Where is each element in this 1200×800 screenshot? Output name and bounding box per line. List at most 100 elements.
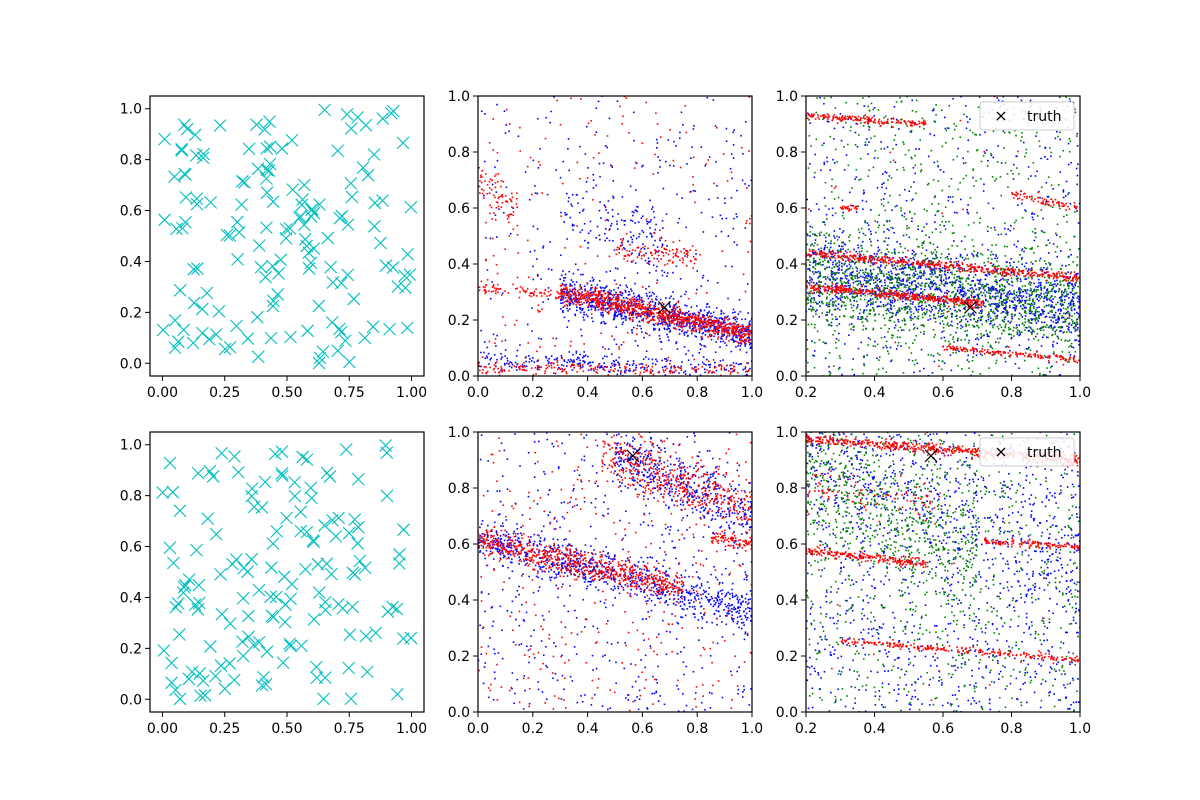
sample-point xyxy=(685,264,688,267)
sample-point xyxy=(720,230,723,233)
sample-point xyxy=(491,183,494,186)
cross-marker xyxy=(212,304,226,318)
sample-point xyxy=(616,314,619,317)
sample-point xyxy=(496,151,499,154)
sample-point xyxy=(732,322,735,325)
sample-point xyxy=(690,332,693,335)
sample-point xyxy=(672,298,675,300)
sample-point xyxy=(1004,316,1007,318)
sample-point xyxy=(497,197,500,200)
sample-point xyxy=(960,240,963,243)
sample-point xyxy=(683,334,686,336)
sample-point xyxy=(621,244,624,247)
sample-point xyxy=(488,141,491,144)
sample-point xyxy=(665,297,667,299)
sample-point xyxy=(707,321,710,324)
sample-point xyxy=(673,304,676,306)
sample-point xyxy=(552,372,555,374)
sample-point xyxy=(598,234,601,237)
sample-point xyxy=(916,327,919,330)
sample-point xyxy=(655,223,657,226)
cross-marker xyxy=(368,196,382,210)
sample-point xyxy=(928,236,931,239)
sample-point xyxy=(814,310,817,313)
sample-point xyxy=(596,255,599,257)
sample-point xyxy=(724,321,726,324)
sample-point xyxy=(849,272,852,275)
sample-point xyxy=(876,357,878,360)
sample-point xyxy=(828,266,831,268)
sample-point xyxy=(653,232,656,234)
sample-point xyxy=(691,321,694,323)
sample-point xyxy=(575,350,578,353)
sample-point xyxy=(480,351,482,354)
sample-point xyxy=(655,358,657,361)
sample-point xyxy=(484,357,487,359)
sample-point xyxy=(1044,156,1046,158)
sample-point xyxy=(668,250,671,252)
sample-point xyxy=(989,304,991,306)
sample-point xyxy=(624,319,627,321)
sample-point xyxy=(976,343,979,346)
sample-point xyxy=(996,269,998,272)
sample-point xyxy=(1027,166,1030,168)
sample-point xyxy=(939,289,942,292)
sample-point xyxy=(640,257,643,260)
sample-point xyxy=(587,298,589,300)
sample-point xyxy=(879,265,882,268)
sample-point xyxy=(634,372,637,375)
sample-point xyxy=(661,322,663,325)
sample-point xyxy=(966,211,969,213)
sample-point xyxy=(750,179,752,182)
sample-point xyxy=(673,316,675,319)
sample-point xyxy=(1030,318,1033,320)
sample-point xyxy=(534,366,537,369)
cross-marker xyxy=(190,197,204,211)
sample-point xyxy=(668,370,671,372)
sample-point xyxy=(1075,167,1078,170)
cross-marker xyxy=(263,140,277,154)
sample-point xyxy=(977,279,979,282)
sample-point xyxy=(579,311,582,314)
sample-point xyxy=(694,325,696,328)
sample-point xyxy=(594,309,597,312)
sample-point xyxy=(1009,264,1012,267)
sample-point xyxy=(901,290,904,293)
sample-point xyxy=(481,356,484,358)
sample-point xyxy=(563,316,566,319)
sample-point xyxy=(1037,285,1040,287)
cross-marker xyxy=(331,344,345,358)
sample-point xyxy=(572,229,574,231)
sample-point xyxy=(571,299,574,301)
sample-point xyxy=(710,334,713,336)
sample-point xyxy=(856,145,859,148)
sample-point xyxy=(887,271,890,274)
sample-point xyxy=(728,326,731,329)
sample-point xyxy=(747,340,750,342)
sample-point xyxy=(908,273,911,276)
sample-point xyxy=(672,271,674,274)
sample-point xyxy=(501,340,503,343)
sample-point xyxy=(615,293,617,296)
sample-point xyxy=(1056,342,1058,345)
sample-point xyxy=(496,159,499,162)
truth-marker xyxy=(657,300,671,314)
sample-point xyxy=(621,309,624,312)
sample-point xyxy=(582,370,585,373)
sample-point xyxy=(684,370,687,372)
sample-point xyxy=(884,171,887,173)
sample-point xyxy=(695,336,698,338)
sample-point xyxy=(999,296,1002,299)
sample-point xyxy=(717,331,719,333)
sample-point xyxy=(692,256,695,258)
sample-point xyxy=(616,303,618,306)
sample-point xyxy=(590,308,593,311)
sample-point xyxy=(576,371,578,373)
cross-marker xyxy=(230,215,244,229)
sample-point xyxy=(955,257,958,260)
sample-point xyxy=(599,301,602,304)
sample-point xyxy=(697,368,700,370)
sample-point xyxy=(908,190,911,193)
cross-marker xyxy=(351,111,365,124)
sample-point xyxy=(726,335,729,337)
